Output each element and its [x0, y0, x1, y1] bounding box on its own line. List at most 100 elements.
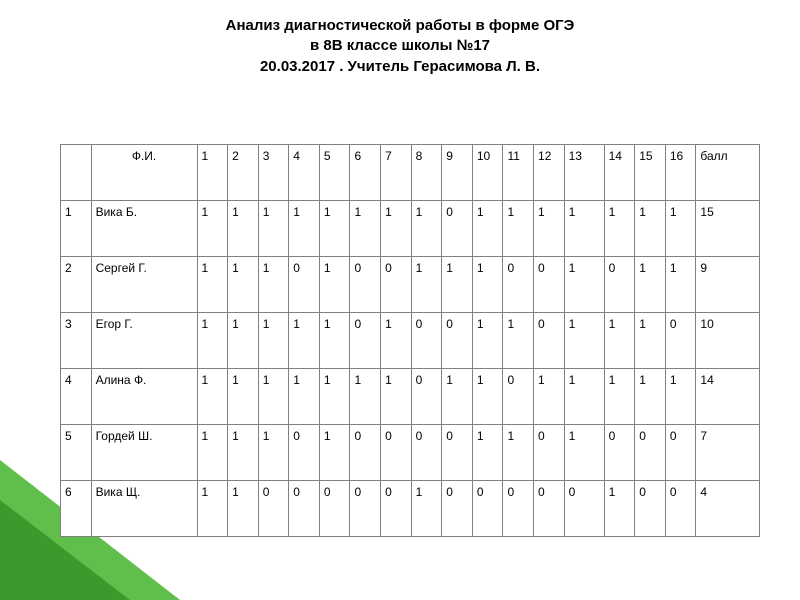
cell-q14: 0	[604, 425, 635, 481]
cell-q7: 0	[381, 257, 412, 313]
cell-q15: 0	[635, 481, 666, 537]
header-q10: 10	[472, 145, 503, 201]
cell-q7: 0	[381, 481, 412, 537]
cell-q13: 1	[564, 425, 604, 481]
table-row: 3Егор Г.111110100110111010	[61, 313, 760, 369]
cell-q9: 1	[442, 257, 473, 313]
cell-q3: 1	[258, 369, 289, 425]
table-row: 5Гордей Ш.11101000011010007	[61, 425, 760, 481]
cell-q11: 0	[503, 481, 534, 537]
cell-name: Егор Г.	[91, 313, 197, 369]
cell-q1: 1	[197, 425, 228, 481]
cell-num: 5	[61, 425, 92, 481]
cell-q13: 1	[564, 369, 604, 425]
cell-q7: 0	[381, 425, 412, 481]
cell-name: Алина Ф.	[91, 369, 197, 425]
cell-q12: 0	[534, 257, 565, 313]
cell-q1: 1	[197, 481, 228, 537]
header-q6: 6	[350, 145, 381, 201]
cell-q13: 0	[564, 481, 604, 537]
cell-name: Сергей Г.	[91, 257, 197, 313]
cell-q1: 1	[197, 201, 228, 257]
table-row: 1Вика Б.111111110111111115	[61, 201, 760, 257]
title-line-1: Анализ диагностической работы в форме ОГ…	[0, 16, 800, 36]
cell-q12: 0	[534, 481, 565, 537]
cell-q10: 1	[472, 369, 503, 425]
cell-score: 7	[696, 425, 760, 481]
cell-q16: 1	[665, 201, 696, 257]
cell-q5: 1	[319, 369, 350, 425]
slide: Анализ диагностической работы в форме ОГ…	[0, 0, 800, 600]
cell-num: 2	[61, 257, 92, 313]
cell-q4: 0	[289, 425, 320, 481]
cell-q10: 1	[472, 425, 503, 481]
cell-q5: 1	[319, 425, 350, 481]
cell-score: 15	[696, 201, 760, 257]
header-q3: 3	[258, 145, 289, 201]
cell-q9: 0	[442, 201, 473, 257]
cell-q2: 1	[228, 257, 259, 313]
results-table: Ф.И. 1 2 3 4 5 6 7 8 9 10 11 12 13 14 15	[60, 144, 760, 537]
header-q15: 15	[635, 145, 666, 201]
cell-q3: 1	[258, 313, 289, 369]
cell-q9: 0	[442, 313, 473, 369]
cell-q4: 0	[289, 257, 320, 313]
table-row: 2Сергей Г.11101001110010119	[61, 257, 760, 313]
header-q7: 7	[381, 145, 412, 201]
header-row: Ф.И. 1 2 3 4 5 6 7 8 9 10 11 12 13 14 15	[61, 145, 760, 201]
cell-q16: 0	[665, 425, 696, 481]
cell-q16: 0	[665, 313, 696, 369]
cell-q7: 1	[381, 201, 412, 257]
cell-q2: 1	[228, 481, 259, 537]
cell-num: 3	[61, 313, 92, 369]
cell-q10: 1	[472, 313, 503, 369]
header-q5: 5	[319, 145, 350, 201]
cell-q10: 1	[472, 257, 503, 313]
cell-q2: 1	[228, 313, 259, 369]
header-q14: 14	[604, 145, 635, 201]
cell-q12: 0	[534, 425, 565, 481]
cell-q3: 1	[258, 425, 289, 481]
cell-q15: 1	[635, 201, 666, 257]
cell-q6: 0	[350, 257, 381, 313]
cell-q1: 1	[197, 313, 228, 369]
cell-score: 14	[696, 369, 760, 425]
cell-num: 1	[61, 201, 92, 257]
header-name: Ф.И.	[91, 145, 197, 201]
header-q11: 11	[503, 145, 534, 201]
title-line-2: в 8В классе школы №17	[0, 36, 800, 56]
cell-q11: 1	[503, 313, 534, 369]
cell-q4: 1	[289, 313, 320, 369]
cell-q10: 1	[472, 201, 503, 257]
cell-q3: 1	[258, 257, 289, 313]
cell-q11: 0	[503, 369, 534, 425]
cell-q13: 1	[564, 313, 604, 369]
cell-q14: 1	[604, 369, 635, 425]
cell-q6: 0	[350, 313, 381, 369]
cell-q7: 1	[381, 313, 412, 369]
cell-q16: 1	[665, 257, 696, 313]
cell-q8: 0	[411, 425, 442, 481]
cell-q8: 1	[411, 201, 442, 257]
header-q8: 8	[411, 145, 442, 201]
cell-q9: 0	[442, 425, 473, 481]
cell-q14: 1	[604, 313, 635, 369]
header-score: балл	[696, 145, 760, 201]
cell-num: 6	[61, 481, 92, 537]
cell-q7: 1	[381, 369, 412, 425]
cell-name: Гордей Ш.	[91, 425, 197, 481]
title-line-3: 20.03.2017 . Учитель Герасимова Л. В.	[0, 57, 800, 77]
cell-q1: 1	[197, 369, 228, 425]
header-q4: 4	[289, 145, 320, 201]
cell-q2: 1	[228, 201, 259, 257]
cell-q16: 1	[665, 369, 696, 425]
header-q16: 16	[665, 145, 696, 201]
cell-q15: 1	[635, 369, 666, 425]
cell-num: 4	[61, 369, 92, 425]
cell-score: 4	[696, 481, 760, 537]
cell-q14: 1	[604, 481, 635, 537]
header-q13: 13	[564, 145, 604, 201]
cell-q6: 1	[350, 201, 381, 257]
cell-q15: 0	[635, 425, 666, 481]
cell-q4: 1	[289, 369, 320, 425]
